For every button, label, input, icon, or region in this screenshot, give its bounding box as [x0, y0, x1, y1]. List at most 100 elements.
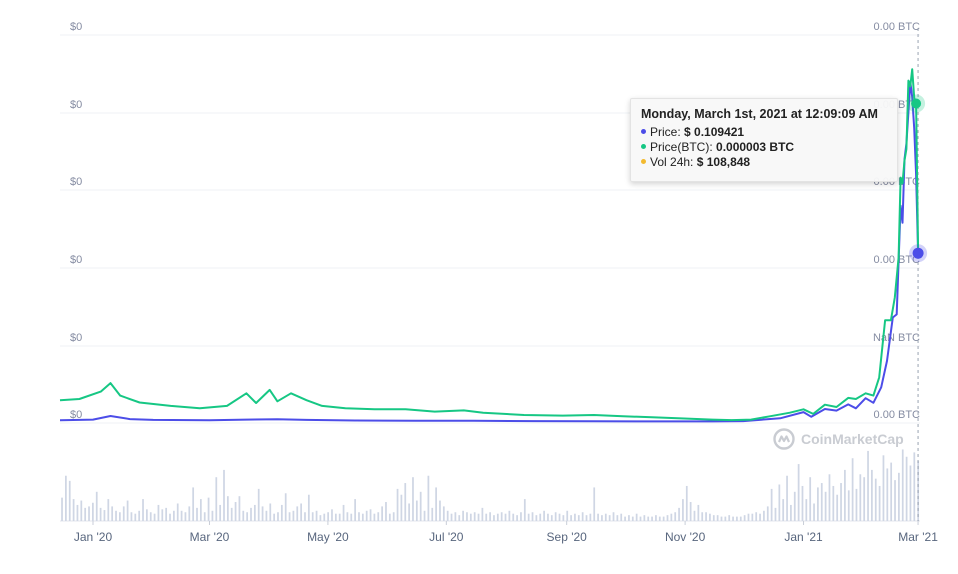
volume-bar	[647, 516, 650, 521]
volume-bar	[361, 513, 364, 521]
volume-bar	[462, 510, 464, 521]
volume-bar	[72, 499, 75, 521]
tooltip-btc-value: 0.000003 BTC	[716, 140, 795, 154]
volume-bar	[331, 509, 333, 521]
chart-tooltip: Monday, March 1st, 2021 at 12:09:09 AM P…	[630, 98, 898, 182]
volume-bar	[612, 512, 615, 521]
volume-bar	[423, 510, 426, 521]
volume-bar	[203, 512, 206, 521]
volume-bar	[651, 516, 653, 521]
volume-bar	[469, 513, 472, 521]
volume-bar	[828, 474, 831, 521]
price-hover-marker	[912, 247, 924, 259]
volume-bar	[442, 506, 445, 521]
volume-bar	[666, 515, 669, 521]
volume-bar	[466, 512, 468, 521]
volume-bar	[882, 455, 885, 521]
volume-bar	[867, 450, 869, 521]
volume-bar	[153, 513, 156, 521]
volume-bar	[435, 487, 437, 521]
volume-bar	[712, 515, 715, 521]
volume-bar	[481, 507, 484, 521]
volume-bar	[716, 515, 719, 521]
volume-bar	[539, 513, 542, 521]
volume-bar	[886, 468, 889, 521]
volume-bar	[149, 512, 152, 521]
volume-bar	[527, 513, 530, 521]
volume-bar	[851, 458, 854, 521]
watermark-text: CoinMarketCap	[801, 431, 904, 447]
volume-bar	[577, 515, 580, 521]
y-right-tick-label: 0.00 BTC	[874, 254, 921, 266]
volume-bar	[693, 510, 696, 521]
volume-bar	[709, 513, 711, 521]
volume-bar	[334, 513, 337, 521]
volume-bar	[871, 469, 873, 521]
volume-bar	[913, 452, 916, 521]
volume-bar	[863, 477, 866, 521]
volume-bar	[307, 494, 310, 521]
volume-bar	[415, 500, 418, 521]
volume-bar	[554, 512, 557, 521]
volume-bar	[65, 475, 67, 521]
volume-bar	[655, 515, 657, 521]
volume-bar	[373, 513, 376, 521]
volume-bar	[419, 491, 422, 521]
volume-bar	[211, 510, 214, 521]
volume-bar	[516, 515, 518, 521]
volume-bar	[196, 507, 198, 521]
volume-bar	[273, 513, 275, 521]
y-left-tick-label: $0	[70, 99, 82, 111]
volume-bar	[589, 513, 592, 521]
tooltip-row-btc: Price(BTC): 0.000003 BTC	[641, 140, 887, 155]
volume-bar	[504, 513, 507, 521]
volume-bar	[585, 515, 588, 521]
volume-bar	[122, 506, 125, 521]
volume-bar	[292, 510, 295, 521]
volume-bar	[458, 515, 461, 521]
volume-bar	[192, 487, 195, 521]
volume-bar	[643, 515, 646, 521]
volume-bar	[736, 516, 738, 521]
volume-bar	[755, 512, 758, 521]
volume-bar	[836, 494, 839, 521]
volume-bar	[535, 515, 538, 521]
volume-bar	[365, 510, 368, 521]
volume-bar	[500, 512, 503, 521]
volume-bar	[80, 500, 83, 521]
volume-bar	[354, 499, 356, 521]
volume-bar	[95, 491, 98, 521]
volume-bar	[801, 485, 804, 521]
volume-bar	[446, 510, 449, 521]
volume-bar	[342, 504, 345, 521]
volume-bar	[142, 499, 144, 521]
volume-bar	[238, 496, 241, 521]
volume-bar	[404, 483, 407, 521]
tooltip-price-label: Price:	[650, 125, 681, 139]
volume-bar	[173, 510, 175, 521]
y-right-tick-label: 0.00 BTC	[874, 409, 921, 421]
volume-bar	[747, 513, 750, 521]
volume-bar	[304, 512, 306, 521]
volume-bar	[685, 485, 688, 521]
price-legend-dot	[641, 129, 646, 135]
volume-bar	[909, 465, 912, 521]
tooltip-vol-value: $ 108,848	[696, 155, 751, 169]
volume-bar	[898, 472, 900, 521]
volume-bar	[844, 469, 846, 521]
volume-bar	[496, 513, 499, 521]
volume-bar	[817, 487, 819, 521]
volume-bar	[739, 516, 742, 521]
volume-bar	[874, 478, 877, 521]
volume-bar	[581, 512, 584, 521]
volume-bar	[847, 490, 850, 521]
tooltip-row-volume: Vol 24h: $ 108,848	[641, 155, 887, 170]
x-tick-label: Mar '21	[898, 530, 938, 544]
volume-bar	[485, 513, 488, 521]
volume-bar	[820, 483, 823, 521]
volume-bar	[786, 475, 788, 521]
volume-bar	[338, 513, 341, 521]
volume-bar	[616, 515, 619, 521]
volume-bar	[427, 475, 430, 521]
volume-bar	[300, 503, 302, 521]
